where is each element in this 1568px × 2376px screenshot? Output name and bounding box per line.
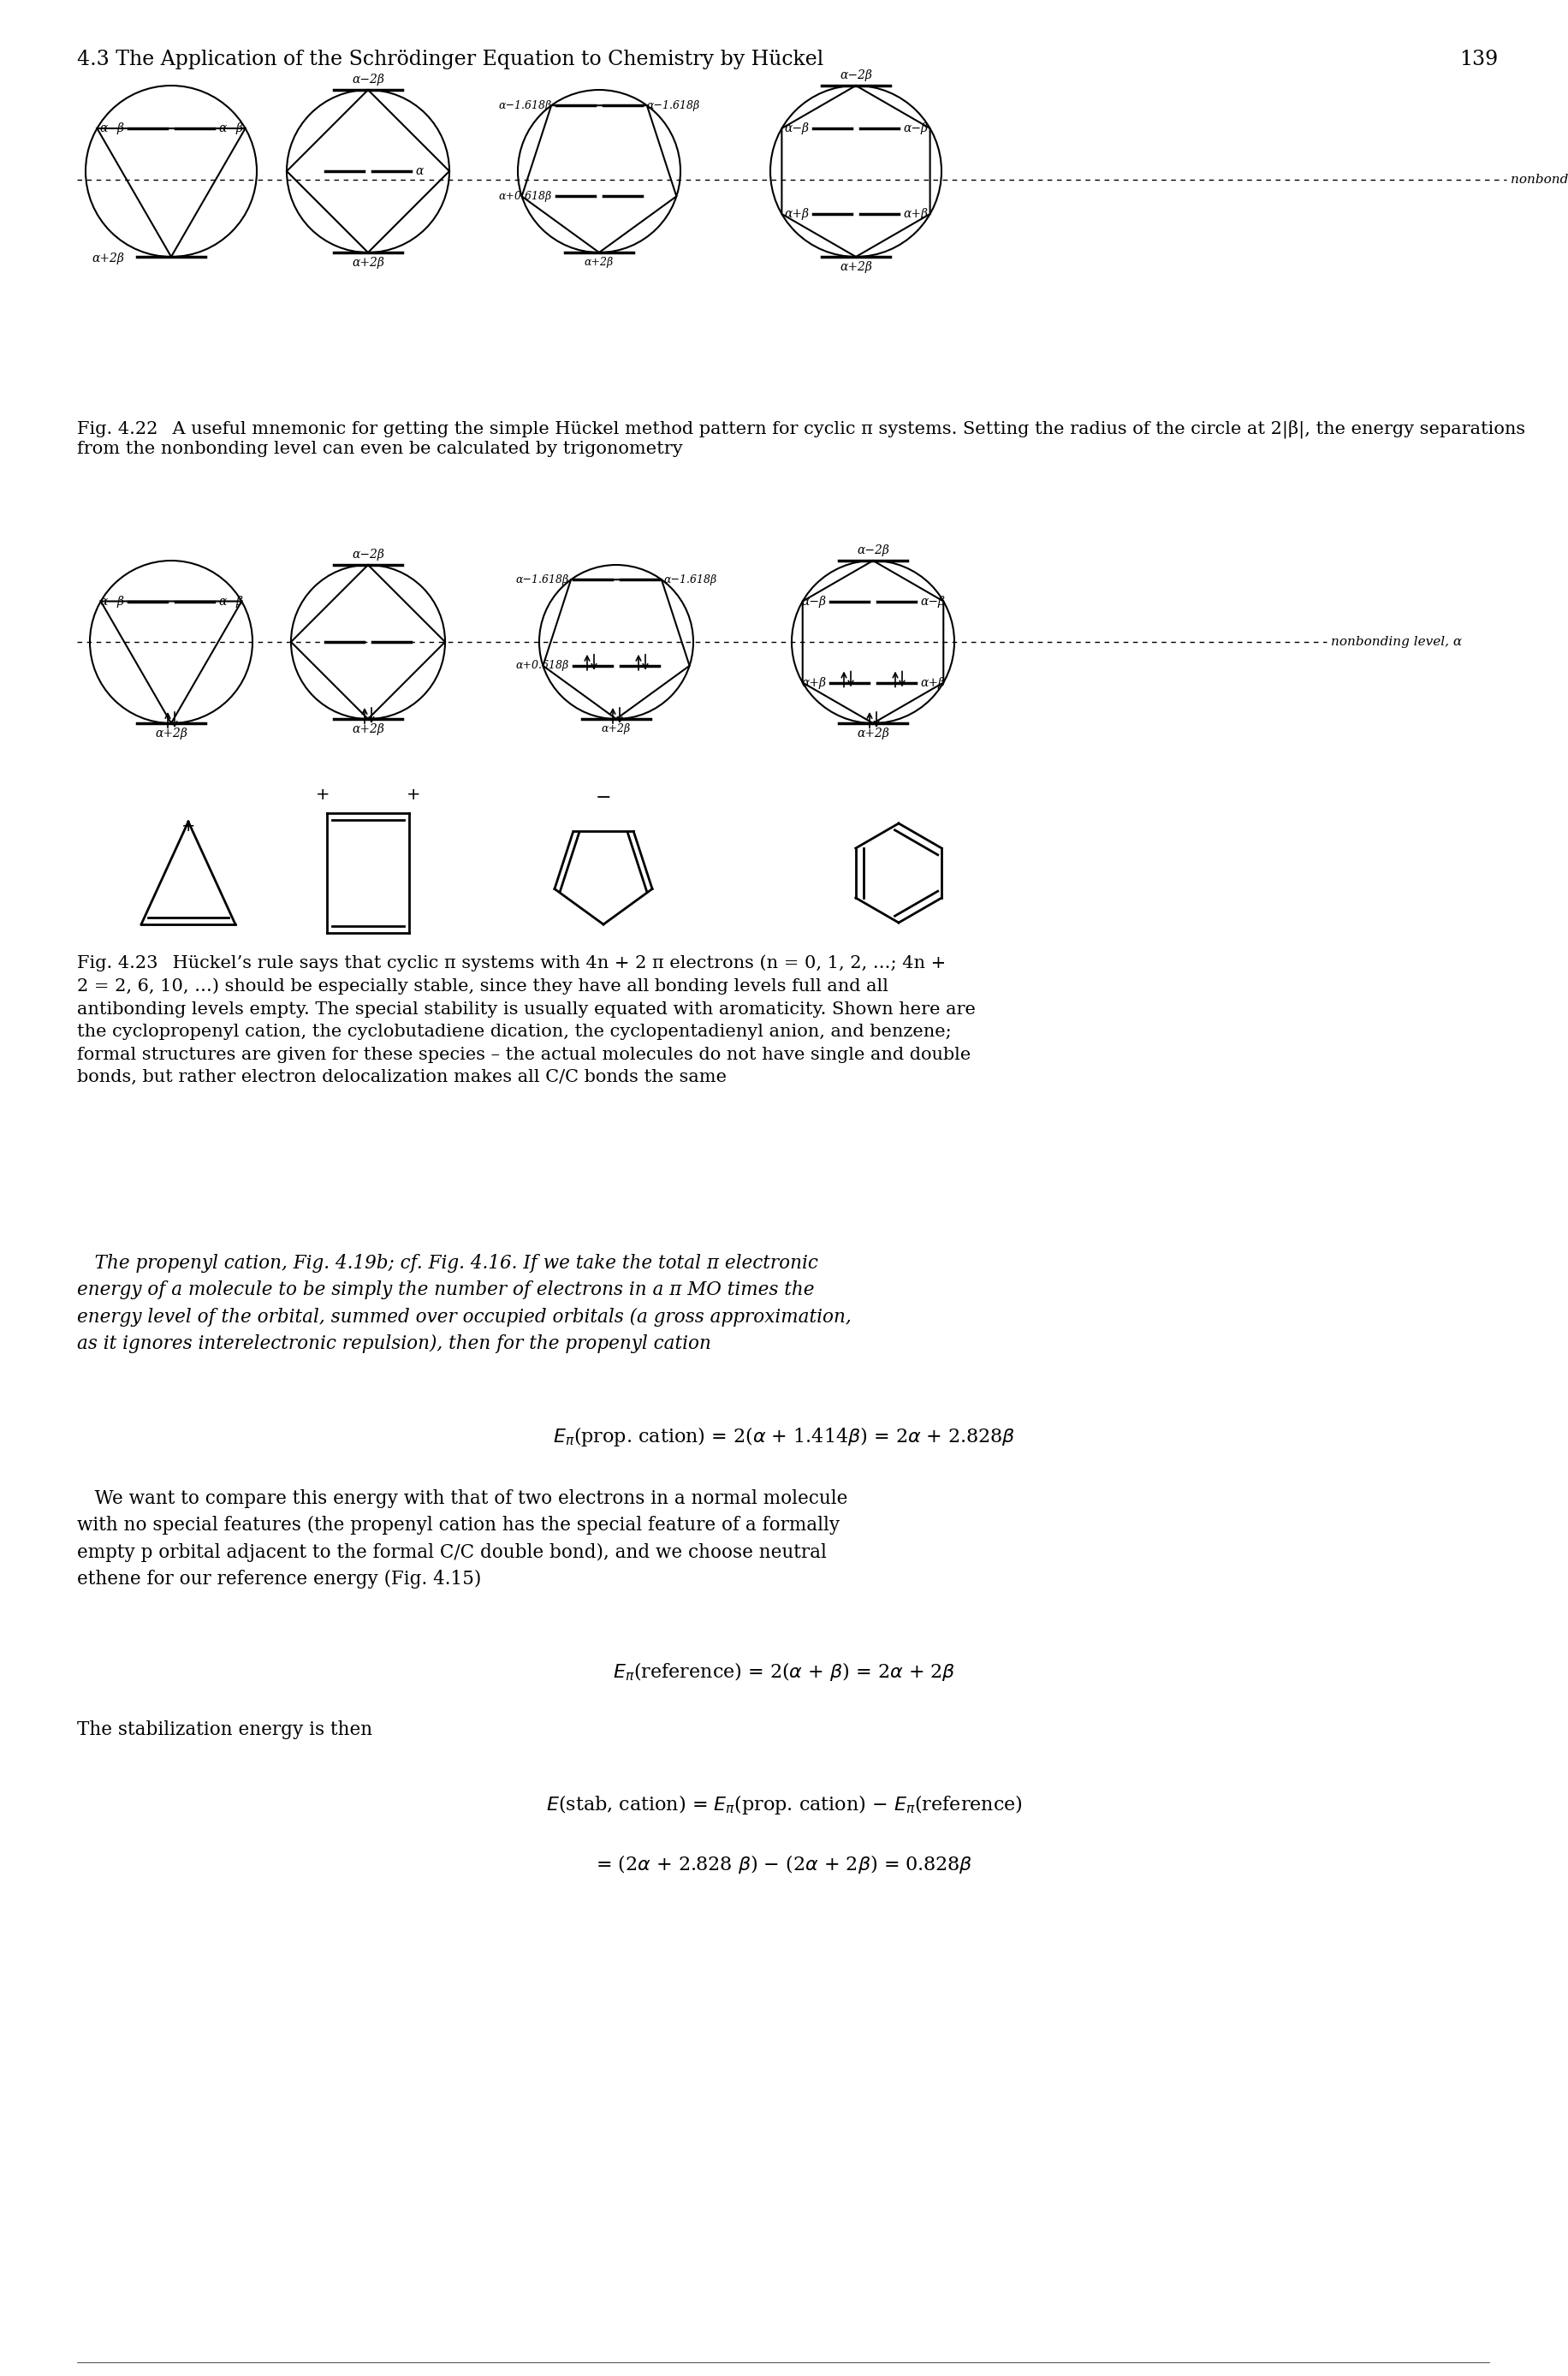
Text: = (2$\alpha$ + 2.828 $\beta$) $-$ (2$\alpha$ + 2$\beta$) = 0.828$\beta$: = (2$\alpha$ + 2.828 $\beta$) $-$ (2$\al… [596,1853,972,1875]
Text: α−1.618β: α−1.618β [646,100,699,112]
Text: α−β: α−β [920,596,946,608]
Text: α−β: α−β [99,124,124,135]
Text: α+β: α+β [903,209,928,221]
Text: α−1.618β: α−1.618β [663,575,717,584]
Text: α−β: α−β [801,596,826,608]
Text: α−β: α−β [99,596,124,608]
Text: α−2β: α−2β [351,74,384,86]
Text: α−2β: α−2β [840,69,872,81]
Text: Fig. 4.23  Hückel’s rule says that cyclic π systems with 4n + 2 π electrons (n =: Fig. 4.23 Hückel’s rule says that cyclic… [77,955,975,1086]
Text: 4.3 The Application of the Schrödinger Equation to Chemistry by Hückel: 4.3 The Application of the Schrödinger E… [77,50,823,69]
Text: We want to compare this energy with that of two electrons in a normal molecule
w: We want to compare this energy with that… [77,1490,848,1590]
Text: α−1.618β: α−1.618β [516,575,569,584]
Text: α−1.618β: α−1.618β [499,100,552,112]
Text: α+2β: α+2β [351,257,384,268]
Text: α+2β: α+2β [585,257,613,268]
Text: α+β: α+β [801,677,826,689]
Text: 139: 139 [1460,50,1497,69]
Text: The propenyl cation, Fig. 4.19b; cf. Fig. 4.16. If we take the total π electroni: The propenyl cation, Fig. 4.19b; cf. Fig… [77,1255,851,1354]
Text: nonbonding level, α: nonbonding level, α [1510,173,1568,185]
Text: Fig. 4.22  A useful mnemonic for getting the simple Hückel method pattern for cy: Fig. 4.22 A useful mnemonic for getting … [77,421,1526,456]
Text: The stabilization energy is then: The stabilization energy is then [77,1720,373,1739]
Text: nonbonding level, α: nonbonding level, α [1331,637,1461,649]
Text: α−β: α−β [903,124,928,135]
Text: α+2β: α+2β [351,722,384,734]
Text: α+2β: α+2β [602,722,630,734]
Text: $E$(stab, cation) = $E_\pi$(prop. cation) $-$ $E_\pi$(reference): $E$(stab, cation) = $E_\pi$(prop. cation… [546,1794,1022,1815]
Text: $E_\pi$(reference) = 2($\alpha$ + $\beta$) = 2$\alpha$ + 2$\beta$: $E_\pi$(reference) = 2($\alpha$ + $\beta… [613,1661,955,1682]
Text: α−2β: α−2β [856,544,889,556]
Text: α+0.618β: α+0.618β [499,190,552,202]
Text: α: α [416,166,423,178]
Text: $E_\pi$(prop. cation) = 2($\alpha$ + 1.414$\beta$) = 2$\alpha$ + 2.828$\beta$: $E_\pi$(prop. cation) = 2($\alpha$ + 1.4… [554,1426,1014,1449]
Text: α−2β: α−2β [351,549,384,561]
Text: α−β: α−β [784,124,809,135]
Text: α−β: α−β [218,124,243,135]
Text: α+2β: α+2β [840,261,872,273]
Text: +: + [406,786,420,803]
Text: +: + [182,817,196,834]
Text: α+0.618β: α+0.618β [516,661,569,672]
Text: +: + [315,786,329,803]
Text: α+2β: α+2β [91,252,124,264]
Text: α+2β: α+2β [155,727,188,739]
Text: −: − [596,789,612,805]
Text: α+β: α+β [784,209,809,221]
Text: α+β: α+β [920,677,946,689]
Text: α−β: α−β [218,596,243,608]
Text: α+2β: α+2β [856,727,889,739]
